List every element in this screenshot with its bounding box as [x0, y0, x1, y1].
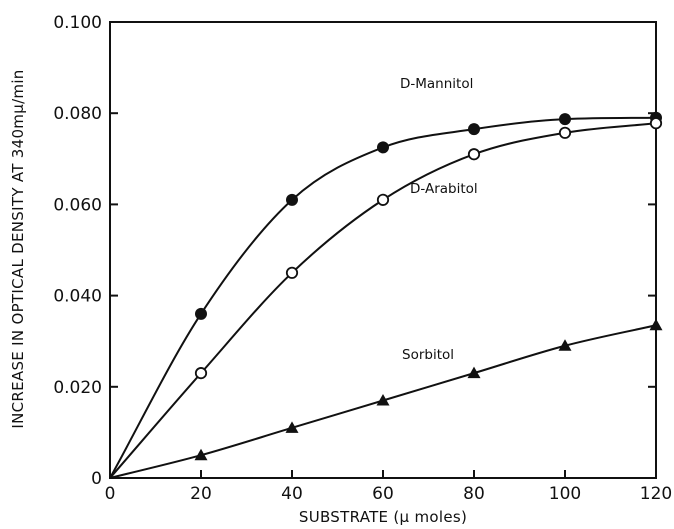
- d-arabitol-curve: [109, 122, 657, 479]
- x-tick-label: 80: [463, 484, 485, 504]
- y-tick-label: 0: [91, 469, 102, 489]
- d-arabitol-point: [194, 367, 208, 380]
- x-tick-label: 100: [549, 484, 581, 504]
- d-arabitol-point: [376, 193, 390, 206]
- d-mannitol-point: [468, 123, 480, 136]
- x-tick-label: 0: [105, 484, 116, 504]
- y-tick-label: 0.020: [53, 378, 102, 398]
- y-tick-label: 0.100: [53, 13, 102, 33]
- sorbitol-point: [376, 393, 390, 406]
- d-mannitol-point: [559, 113, 571, 126]
- x-tick-label: 20: [190, 484, 212, 504]
- plot-frame: [109, 21, 657, 479]
- d-arabitol-point: [649, 117, 663, 130]
- d-mannitol-curve: [109, 116, 657, 479]
- sorbitol-point: [285, 421, 299, 433]
- x-tick-label: 120: [640, 484, 672, 504]
- labels-layer: D-Mannitol D-Arabitol Sorbitol: [400, 76, 478, 363]
- d-mannitol-label: D-Mannitol: [400, 76, 473, 92]
- d-mannitol-point: [195, 307, 207, 320]
- sorbitol-label: Sorbitol: [402, 347, 454, 363]
- sorbitol-point: [194, 448, 208, 461]
- x-axis-title: SUBSTRATE (µ moles): [299, 508, 467, 526]
- ticks-layer: 0 20 40 60 80 100 120 0 0.020 0.040 0.060 0.080 0.10…: [53, 13, 672, 504]
- y-tick-label: 0.060: [53, 195, 102, 215]
- y-tick-label: 0.080: [53, 104, 102, 124]
- y-axis-title: INCREASE IN OPTICAL DENSITY AT 340mµ/min: [9, 69, 27, 428]
- d-arabitol-point: [467, 148, 481, 161]
- y-tick-label: 0.040: [53, 287, 102, 307]
- d-arabitol-point: [558, 126, 572, 139]
- sorbitol-point: [558, 339, 572, 351]
- d-arabitol-point: [285, 266, 299, 279]
- markers-layer: [194, 111, 663, 461]
- sorbitol-point: [467, 366, 481, 379]
- sorbitol-point: [649, 318, 663, 331]
- d-arabitol-label: D-Arabitol: [410, 181, 478, 197]
- x-tick-label: 40: [281, 484, 303, 504]
- d-mannitol-point: [377, 141, 389, 154]
- x-tick-label: 60: [372, 484, 394, 504]
- curves-layer: [109, 116, 657, 479]
- d-mannitol-point: [286, 193, 298, 206]
